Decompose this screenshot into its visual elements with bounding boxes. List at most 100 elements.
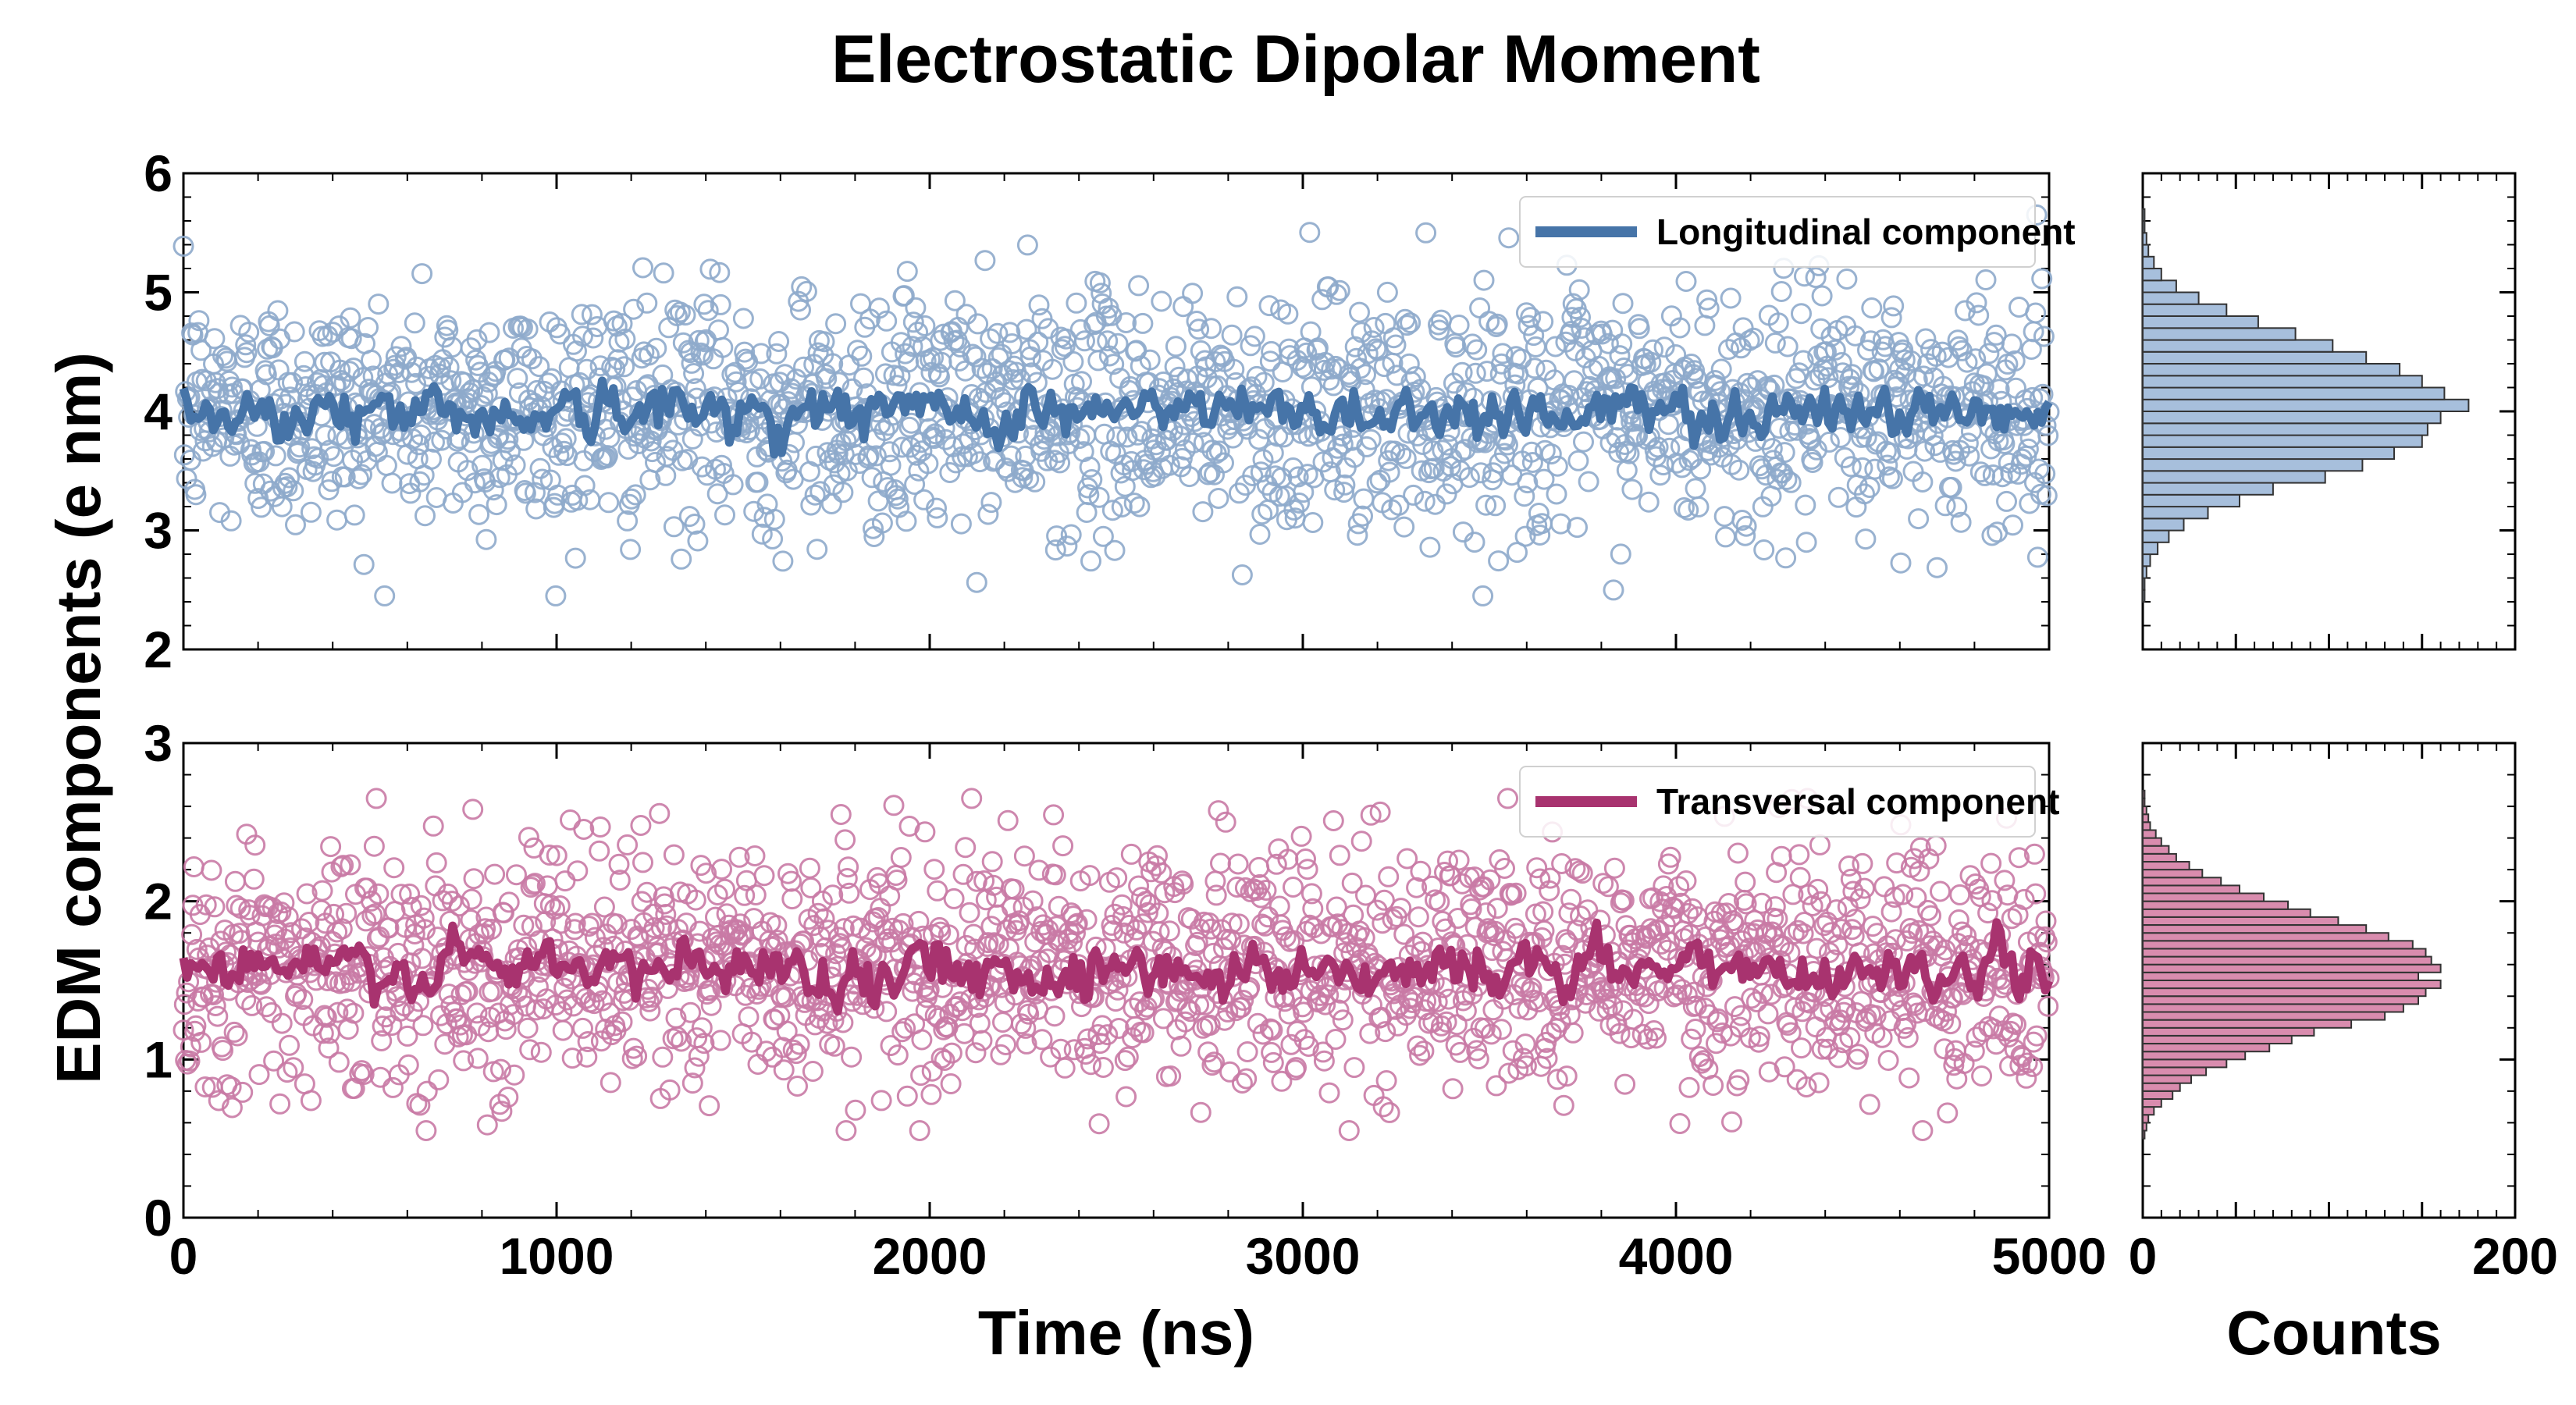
data-point [1827, 934, 1848, 955]
data-point [887, 488, 909, 510]
histogram-bar [2142, 553, 2151, 567]
data-point [467, 1048, 489, 1069]
data-point [466, 329, 488, 350]
data-point [1505, 882, 1527, 904]
data-point [181, 923, 203, 945]
data-point [1079, 456, 1101, 478]
data-point [490, 1058, 511, 1080]
data-point [965, 346, 987, 368]
data-point [348, 468, 369, 489]
data-point [663, 516, 685, 538]
data-point [1043, 804, 1065, 826]
data-point [782, 1039, 804, 1061]
data-point [1841, 364, 1863, 386]
data-point [910, 1065, 932, 1087]
data-point [1507, 542, 1528, 564]
data-point [289, 436, 311, 458]
data-point [1609, 1023, 1631, 1044]
data-point [2007, 463, 2029, 485]
histogram-bar [2142, 916, 2339, 927]
data-point [1861, 297, 1883, 318]
data-point [365, 788, 387, 809]
data-point [279, 1034, 300, 1056]
data-point [1830, 427, 1852, 448]
data-point [1920, 339, 1941, 361]
data-point [2034, 463, 2056, 485]
data-point [1379, 1101, 1400, 1123]
data-point [1912, 471, 1934, 493]
data-point [1152, 1008, 1174, 1030]
data-point [598, 492, 620, 514]
data-point [503, 1064, 525, 1086]
data-point [712, 336, 734, 358]
data-point [2028, 458, 2050, 480]
data-point [1498, 227, 1520, 249]
data-point [1080, 1054, 1101, 1076]
data-point [186, 938, 208, 960]
data-point [1550, 513, 1571, 535]
data-point [911, 440, 933, 462]
data-point [457, 460, 479, 482]
data-point [1533, 468, 1555, 490]
data-point [895, 510, 917, 532]
data-point [1115, 312, 1137, 333]
data-point [1950, 511, 1972, 533]
data-point [1707, 1008, 1729, 1030]
data-point [1221, 324, 1243, 346]
data-point [1332, 1009, 1354, 1031]
data-point [691, 1017, 713, 1039]
data-point [838, 882, 860, 904]
data-point [524, 873, 546, 895]
data-point [1596, 998, 1618, 1020]
data-point [1429, 319, 1450, 341]
data-point [539, 311, 560, 333]
data-point [1169, 425, 1191, 447]
data-point [1369, 801, 1391, 823]
data-point [1638, 491, 1660, 513]
data-point [802, 1061, 824, 1082]
data-point [1016, 1033, 1037, 1055]
data-point [1172, 296, 1194, 318]
data-point [271, 1012, 293, 1034]
data-point [300, 1090, 322, 1112]
data-point [927, 880, 948, 902]
data-point [1171, 447, 1193, 469]
data-point [1881, 468, 1903, 489]
data-point [1190, 1101, 1212, 1123]
histogram-bar [2142, 458, 2364, 472]
data-point [1497, 788, 1518, 809]
data-point [1350, 831, 1372, 852]
data-point [1325, 896, 1347, 918]
data-point [711, 859, 732, 880]
data-point [1514, 525, 1536, 547]
data-point [1097, 1024, 1119, 1046]
data-point [1225, 372, 1247, 393]
data-point [1792, 923, 1814, 944]
data-point [2037, 425, 2059, 446]
data-point [1488, 550, 1510, 572]
data-point [1930, 880, 1951, 902]
data-point [920, 1083, 942, 1105]
data-point [546, 845, 568, 866]
data-point [1464, 916, 1486, 938]
data-point [1884, 887, 1905, 908]
data-point [1539, 880, 1560, 902]
data-point [1757, 1003, 1779, 1025]
data-point [2008, 847, 2030, 869]
data-point [1494, 443, 1515, 464]
data-point [1571, 863, 1593, 884]
data-point [280, 922, 302, 944]
data-point [876, 1001, 898, 1023]
data-point [1244, 325, 1265, 347]
data-point [1849, 888, 1871, 909]
data-point [1775, 547, 1797, 569]
data-point [1092, 525, 1114, 547]
histogram-bar [2142, 398, 2470, 412]
data-point [1941, 476, 1962, 498]
data-point [1613, 890, 1635, 912]
data-point [1815, 341, 1837, 363]
data-point [1895, 1013, 1917, 1035]
data-point [1783, 923, 1805, 944]
data-point [636, 292, 658, 314]
y-tick-label: 2 [144, 873, 173, 930]
